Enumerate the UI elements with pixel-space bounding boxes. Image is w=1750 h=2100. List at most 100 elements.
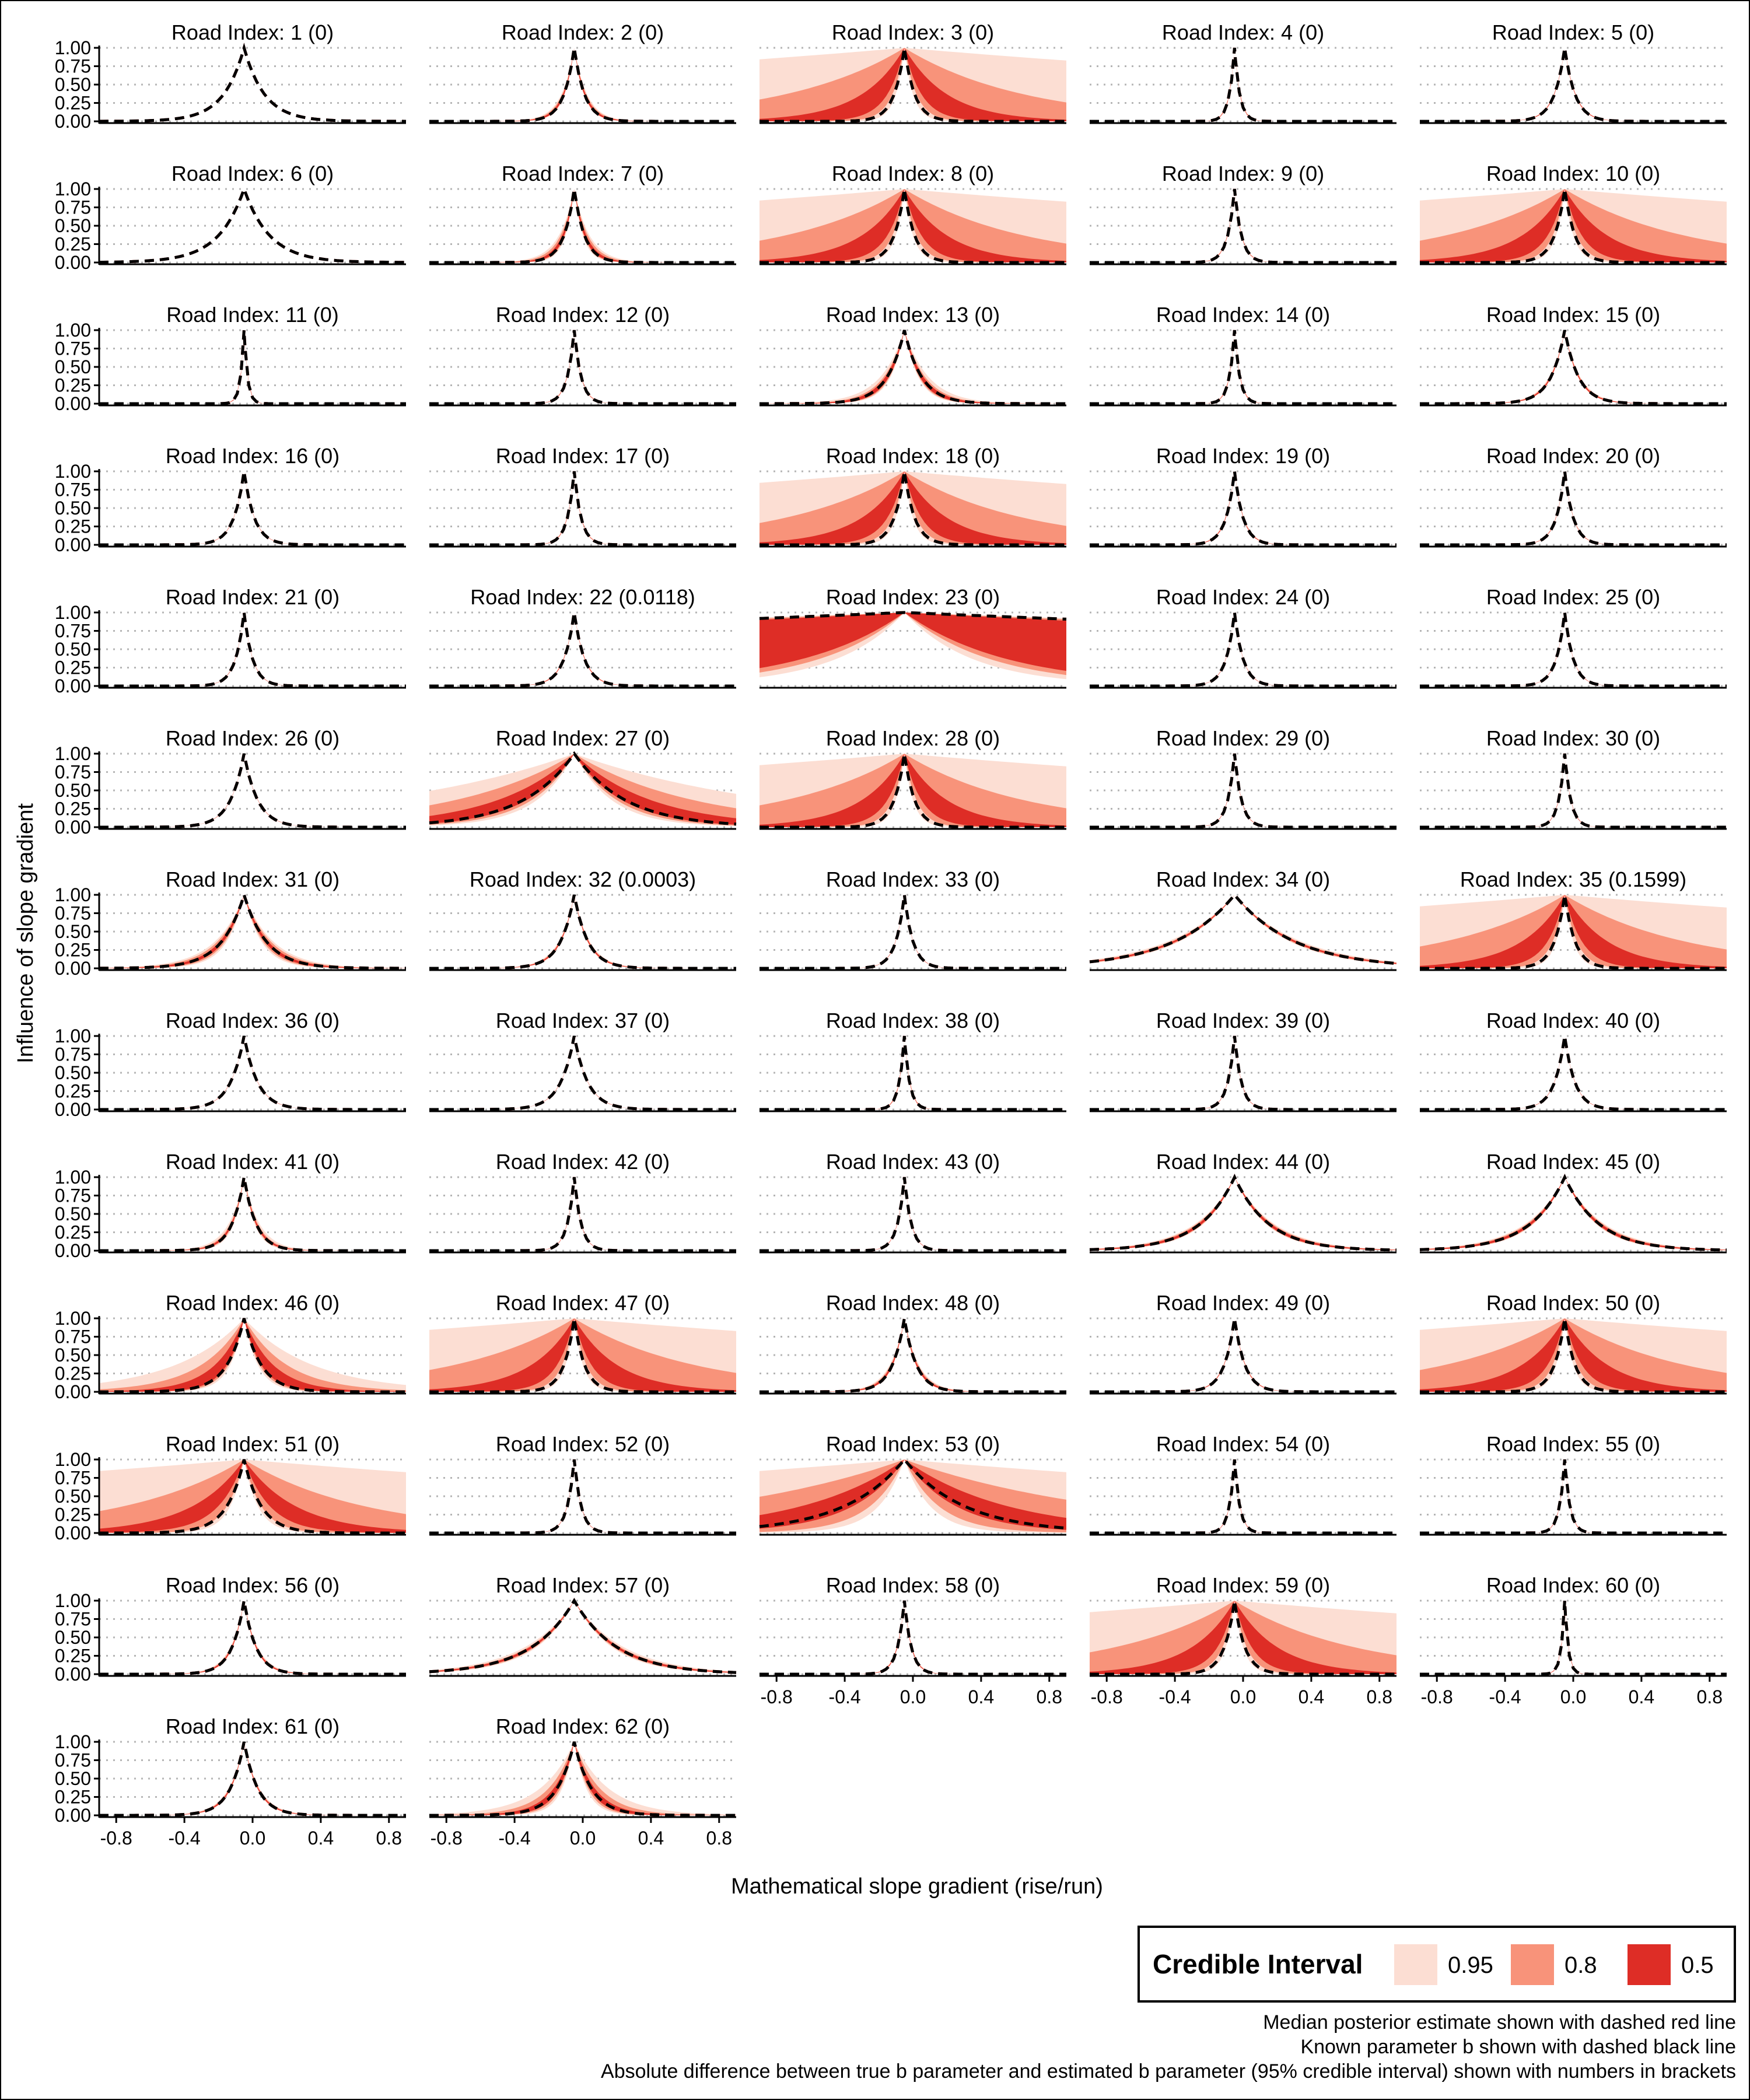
facet-panel: Road Index: 20 (0) <box>1420 444 1727 548</box>
known-parameter-line <box>1090 612 1396 688</box>
y-tick-label: 0.75 <box>55 762 91 783</box>
facet-panel: Road Index: 29 (0) <box>1090 726 1396 830</box>
y-tick-label: 0.75 <box>55 338 91 359</box>
facet-title: Road Index: 50 (0) <box>1486 1291 1660 1315</box>
known-parameter-line <box>1090 47 1396 123</box>
facet-title: Road Index: 22 (0.0118) <box>470 585 695 609</box>
y-tick-label: 0.25 <box>55 1646 91 1667</box>
facet-panel: Road Index: 47 (0) <box>429 1291 736 1395</box>
legend-key <box>1394 1944 1437 1985</box>
known-parameter-line <box>760 188 1066 264</box>
y-tick-label: 0.25 <box>55 375 91 396</box>
facet-title: Road Index: 42 (0) <box>496 1150 670 1174</box>
facet-title: Road Index: 48 (0) <box>826 1291 1000 1315</box>
facet-title: Road Index: 31 (0) <box>166 867 340 891</box>
ci50-band <box>1420 895 1727 968</box>
x-tick-label: 0.0 <box>1230 1686 1256 1707</box>
y-tick-label: 0.50 <box>55 1203 91 1224</box>
known-parameter-line <box>1089 1174 1397 1252</box>
y-tick-label: 0.25 <box>55 93 91 114</box>
known-parameter-line <box>99 330 406 405</box>
facet-title: Road Index: 29 (0) <box>1156 726 1330 750</box>
x-tick-label: 0.4 <box>1629 1686 1654 1707</box>
y-tick-label: 0.00 <box>55 252 91 273</box>
known-parameter-line <box>429 47 736 123</box>
facet-panel: Road Index: 59 (0) -0.8 -0.4 0.0 0.4 0.8 <box>1090 1573 1396 1707</box>
known-parameter-line <box>1420 753 1727 829</box>
facet-panel: Road Index: 45 (0) <box>1419 1150 1727 1254</box>
y-tick-label: 0.75 <box>55 1750 91 1771</box>
known-parameter-line <box>1090 471 1396 547</box>
known-parameter-line <box>1419 1174 1727 1252</box>
known-parameter-line <box>99 184 407 264</box>
facet-panel: Road Index: 16 (0) 0.000.250.500.751.00 <box>55 444 406 555</box>
ci50-band <box>760 471 1066 545</box>
known-parameter-line <box>1420 188 1727 264</box>
facet-title: Road Index: 40 (0) <box>1486 1009 1660 1032</box>
ci50-band <box>1420 1318 1727 1392</box>
known-parameter-line <box>429 188 736 264</box>
x-tick-label: -0.8 <box>1091 1686 1123 1707</box>
known-parameter-line <box>99 43 407 123</box>
legend-title: Credible Interval <box>1153 1949 1363 1979</box>
facet-title: Road Index: 17 (0) <box>496 444 670 468</box>
known-parameter-line <box>1089 892 1397 965</box>
facet-title: Road Index: 53 (0) <box>826 1432 1000 1456</box>
x-tick-label: -0.4 <box>1159 1686 1191 1707</box>
facet-title: Road Index: 36 (0) <box>166 1009 340 1032</box>
known-parameter-line <box>99 1600 406 1676</box>
y-tick-label: 0.00 <box>55 1240 91 1261</box>
x-tick-label: -0.4 <box>829 1686 861 1707</box>
y-tick-label: 0.00 <box>55 111 91 132</box>
facet-panel: Road Index: 19 (0) <box>1090 444 1396 548</box>
legend: Credible Interval 0.95 0.8 0.5 <box>1138 1926 1736 2003</box>
facet-title: Road Index: 60 (0) <box>1486 1573 1660 1597</box>
caption-line: Absolute difference between true b param… <box>601 2060 1736 2082</box>
y-tick-label: 1.00 <box>55 1590 91 1611</box>
legend-label: 0.5 <box>1681 1952 1714 1978</box>
facet-title: Road Index: 38 (0) <box>826 1009 1000 1032</box>
facet-title: Road Index: 45 (0) <box>1486 1150 1660 1174</box>
y-tick-label: 0.75 <box>55 1609 91 1630</box>
y-tick-label: 0.50 <box>55 498 91 519</box>
known-parameter-line <box>99 1177 406 1252</box>
facet-panel: Road Index: 48 (0) <box>760 1291 1066 1395</box>
facet-title: Road Index: 18 (0) <box>826 444 1000 468</box>
facet-title: Road Index: 16 (0) <box>166 444 340 468</box>
facet-title: Road Index: 23 (0) <box>826 585 1000 609</box>
y-tick-label: 0.00 <box>55 1522 91 1544</box>
facet-title: Road Index: 54 (0) <box>1156 1432 1330 1456</box>
facet-panel: Road Index: 44 (0) <box>1089 1150 1397 1254</box>
y-tick-label: 0.75 <box>55 197 91 218</box>
facet-title: Road Index: 55 (0) <box>1486 1432 1660 1456</box>
y-tick-label: 0.25 <box>55 1363 91 1384</box>
y-tick-label: 0.00 <box>55 1099 91 1120</box>
facet-panel: Road Index: 23 (0) <box>759 585 1067 689</box>
y-tick-label: 0.25 <box>55 1222 91 1243</box>
known-parameter-line <box>99 753 406 829</box>
x-tick-label: 0.4 <box>308 1828 334 1849</box>
known-parameter-line <box>1090 753 1396 829</box>
facet-panel: Road Index: 62 (0) -0.8 -0.4 0.0 0.4 0.8 <box>429 1714 736 1849</box>
known-parameter-line <box>429 330 736 405</box>
y-tick-label: 0.25 <box>55 234 91 255</box>
facet-title: Road Index: 49 (0) <box>1156 1291 1330 1315</box>
facet-panel: Road Index: 39 (0) <box>1090 1009 1396 1112</box>
facet-panel: Road Index: 43 (0) <box>760 1150 1066 1254</box>
x-tick-label: 0.8 <box>706 1828 732 1849</box>
y-tick-label: 0.25 <box>55 516 91 537</box>
y-tick-label: 0.00 <box>55 393 91 414</box>
x-tick-label: 0.8 <box>1367 1686 1392 1707</box>
facet-title: Road Index: 24 (0) <box>1156 585 1330 609</box>
y-tick-label: 0.00 <box>55 1381 91 1402</box>
y-tick-label: 0.50 <box>55 1627 91 1648</box>
facet-panel: Road Index: 18 (0) <box>760 444 1066 548</box>
known-parameter-line <box>1420 471 1727 547</box>
ci50-band <box>760 48 1066 121</box>
known-parameter-line <box>1090 188 1396 264</box>
x-tick-label: -0.8 <box>430 1828 463 1849</box>
facet-title: Road Index: 44 (0) <box>1156 1150 1330 1174</box>
facet-panel: Road Index: 36 (0) 0.000.250.500.751.00 <box>55 1009 406 1120</box>
caption-line: Median posterior estimate shown with das… <box>1263 2011 1736 2034</box>
